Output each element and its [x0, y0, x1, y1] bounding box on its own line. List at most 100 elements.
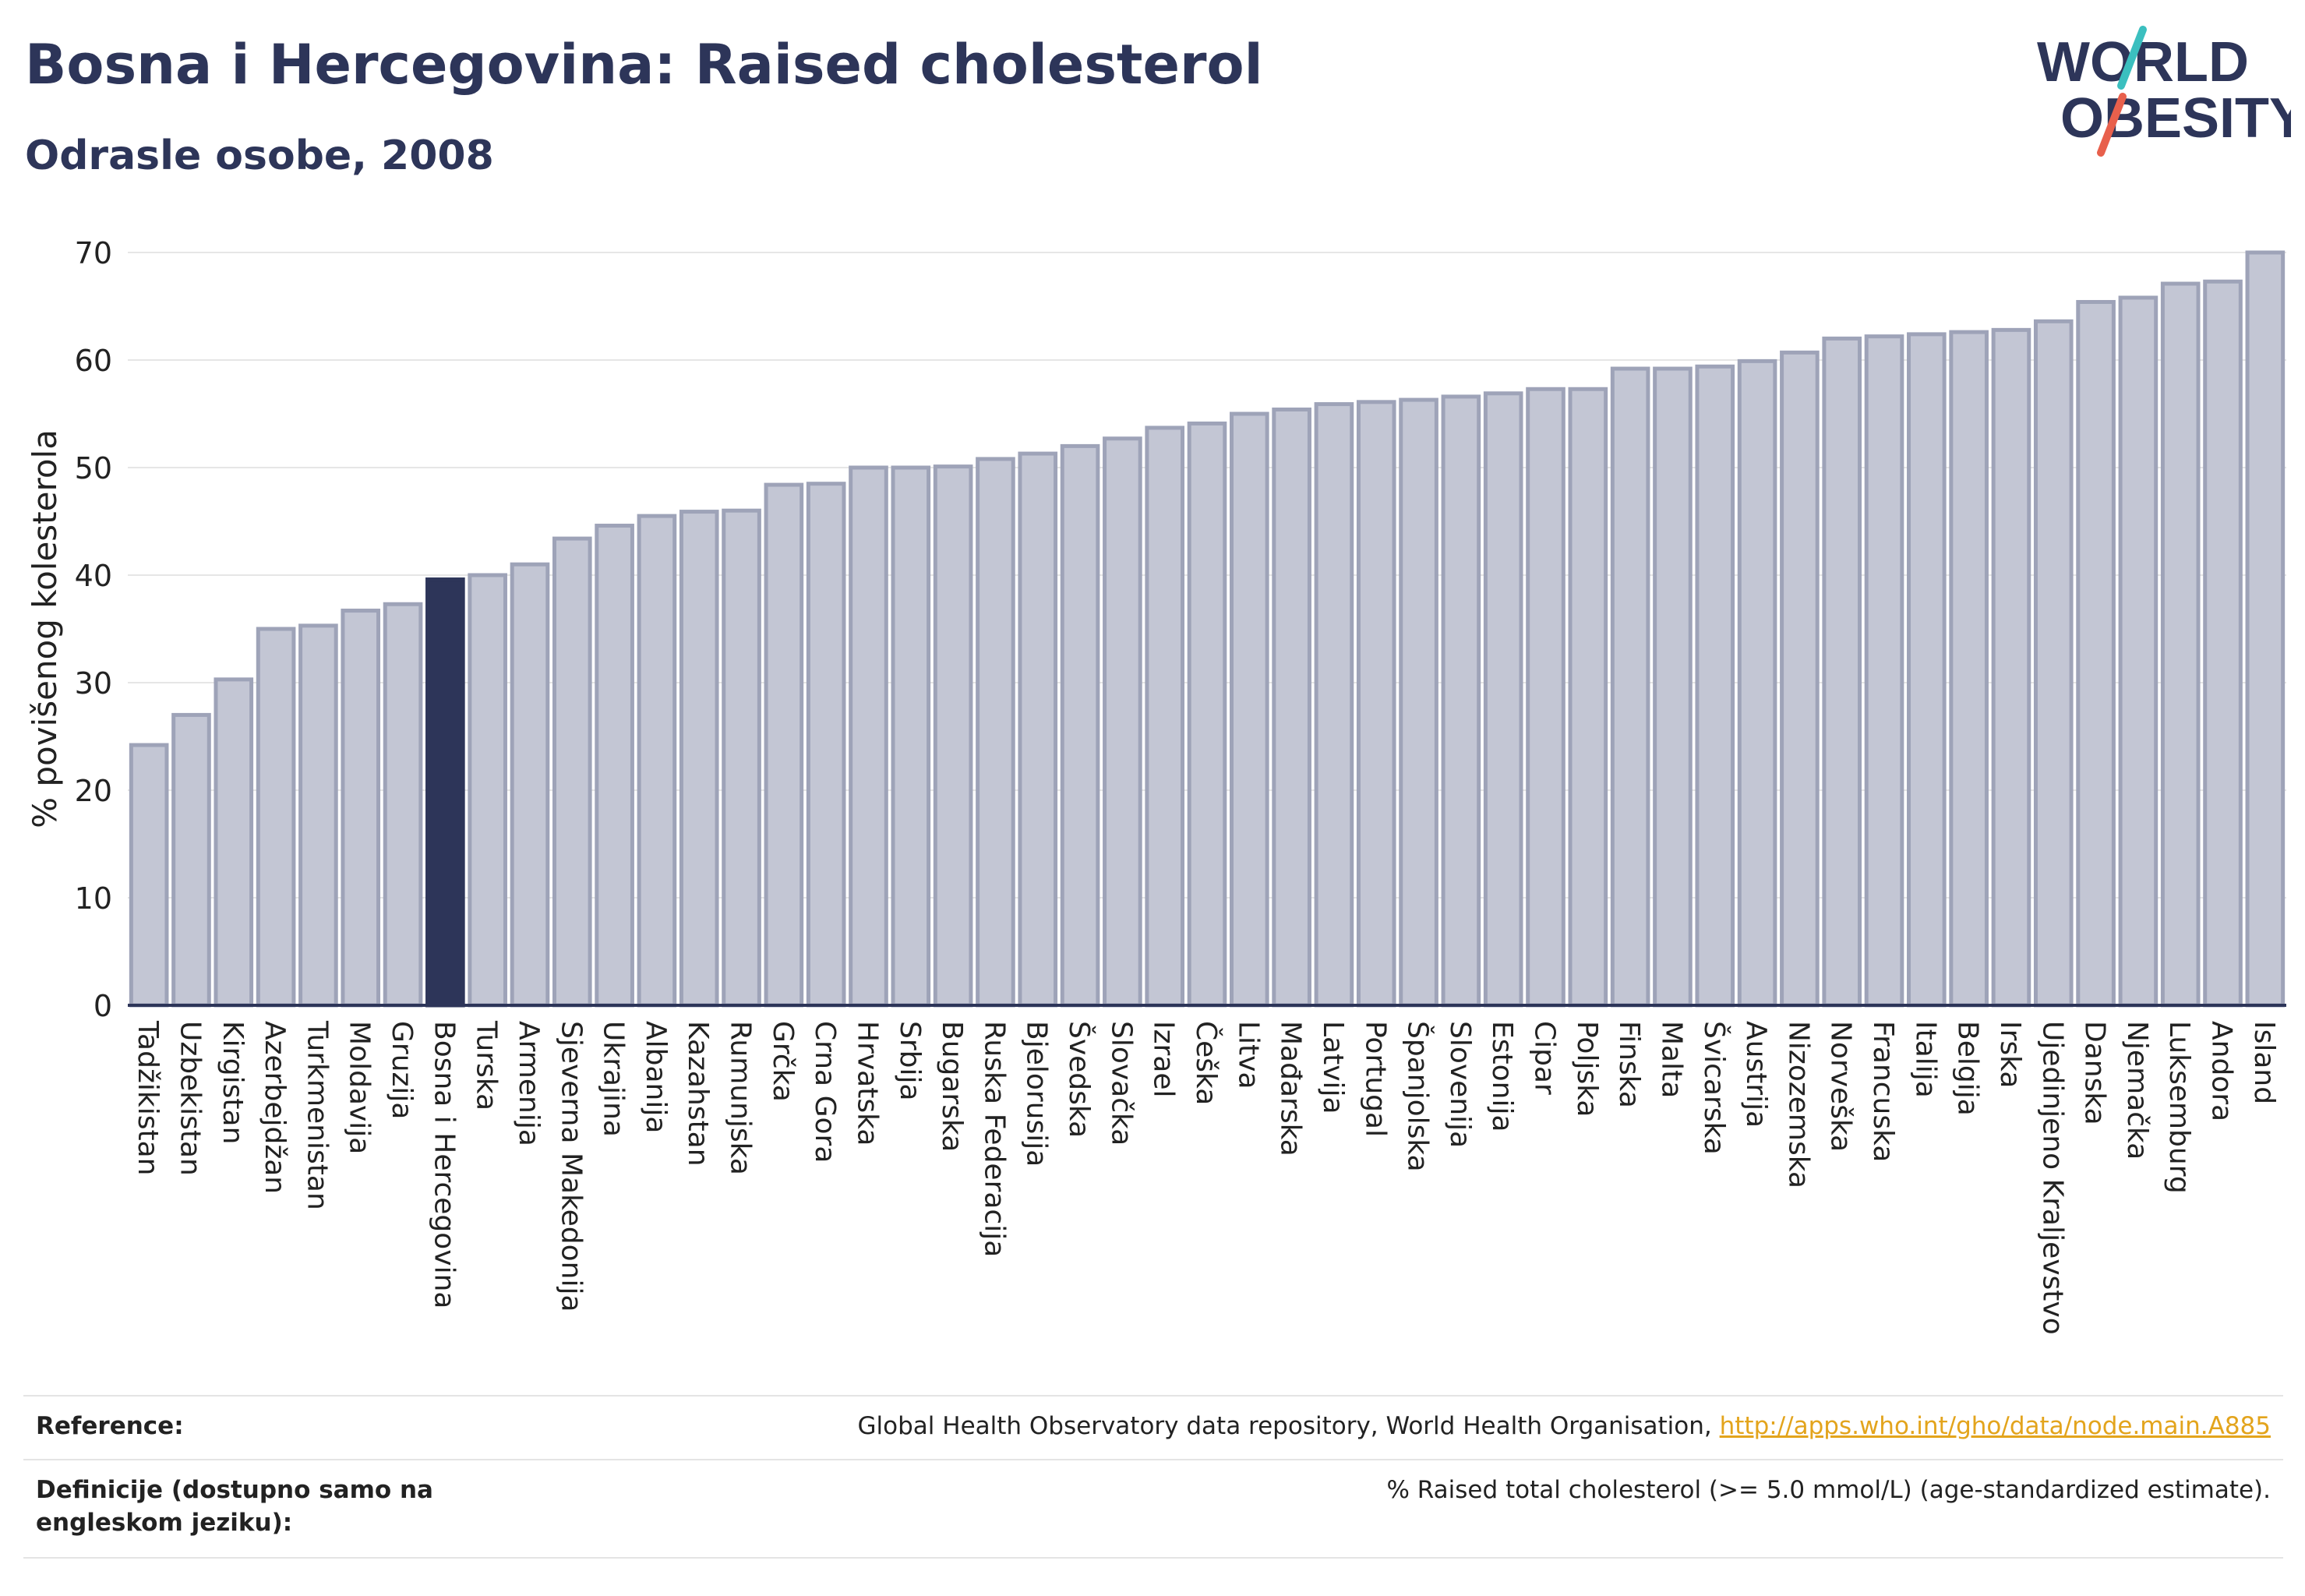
reference-text: Global Health Observatory data repositor…: [857, 1412, 1720, 1440]
x-tick-label: Azerbejdžan: [259, 1021, 291, 1194]
y-tick-label: 50: [75, 451, 112, 486]
x-tick-label: Luksemburg: [2163, 1021, 2195, 1194]
x-tick-label: Srbija: [894, 1021, 926, 1101]
bar: [1483, 391, 1523, 1008]
bar-chart: 0 10 20 30 40 50 60 70 % povišenog kolesterola Ta…: [26, 236, 2286, 1335]
bar: [1272, 407, 1311, 1008]
x-tick-label: Italija: [1909, 1021, 1941, 1098]
reference-value: Global Health Observatory data repositor…: [858, 1411, 2271, 1443]
y-tick-label: 10: [75, 881, 112, 916]
x-tick-label: Švicarska: [1698, 1021, 1731, 1155]
bar: [595, 524, 634, 1008]
x-tick-label: Belgija: [1952, 1021, 1984, 1116]
x-tick-label: Rumunjska: [725, 1021, 757, 1175]
x-tick-label: Turska: [471, 1020, 503, 1110]
x-tick-label: Ukrajina: [598, 1021, 630, 1137]
bar: [1526, 387, 1565, 1008]
x-tick-label: Malta: [1655, 1021, 1687, 1098]
bar: [2118, 295, 2159, 1008]
bar: [891, 465, 931, 1008]
x-tick-label: Danska: [2079, 1021, 2111, 1125]
x-tick-label: Litva: [1232, 1021, 1264, 1089]
bar: [933, 464, 973, 1008]
x-tick-label: Ruska Federacija: [978, 1021, 1010, 1257]
x-tick-label: Hrvatska: [851, 1021, 883, 1146]
bar: [637, 514, 677, 1008]
x-tick-label: Finska: [1613, 1021, 1645, 1108]
bar: [1230, 411, 1269, 1008]
bar: [1399, 397, 1438, 1008]
x-tick-label: Mađarska: [1275, 1021, 1307, 1156]
bar: [256, 627, 296, 1008]
x-tick-label: Moldavija: [344, 1021, 376, 1154]
x-tick-label: Grčka: [767, 1021, 799, 1102]
reference-link[interactable]: http://apps.who.int/gho/data/node.main.A…: [1719, 1412, 2271, 1440]
bar: [679, 510, 719, 1008]
bar: [214, 677, 254, 1008]
bar: [806, 482, 846, 1008]
x-tick-label: Crna Gora: [809, 1021, 841, 1163]
bar: [129, 743, 169, 1008]
bar: [383, 602, 423, 1008]
x-tick-label: Francuska: [1867, 1021, 1899, 1162]
bar: [1737, 358, 1777, 1008]
bar: [1187, 421, 1227, 1008]
x-tick-label: Island: [2248, 1021, 2280, 1104]
x-tick-label: Uzbekistan: [174, 1021, 206, 1176]
definition-row: Definicije (dostupno samo na engleskom j…: [23, 1459, 2283, 1559]
y-tick-label: 20: [75, 774, 112, 808]
x-tick-label: Sjeverna Makedonija: [555, 1021, 587, 1312]
bar: [2033, 319, 2074, 1008]
y-tick-label: 30: [75, 666, 112, 701]
bar: [1949, 330, 1989, 1008]
x-tick-label: Bosna i Hercegovina: [428, 1021, 460, 1308]
x-tick-label: Slovačka: [1105, 1021, 1137, 1146]
x-tick-label: Gruzija: [386, 1021, 418, 1119]
bar: [1991, 327, 2031, 1008]
page-title: Bosna i Hercegovina: Raised cholesterol: [25, 33, 1263, 97]
reference-row: Reference: Global Health Observatory dat…: [23, 1395, 2283, 1459]
bar: [976, 457, 1015, 1008]
footer: Reference: Global Health Observatory dat…: [23, 1395, 2283, 1559]
bar: [1610, 366, 1650, 1008]
bar: [1695, 364, 1735, 1008]
x-tick-label: Albanija: [640, 1021, 672, 1133]
x-tick-label: Latvija: [1317, 1021, 1349, 1114]
bar: [171, 712, 211, 1008]
y-tick-label: 0: [94, 989, 112, 1023]
bar: [764, 482, 804, 1008]
bar: [1864, 334, 1904, 1008]
bar: [468, 573, 507, 1008]
logo-line2: OBESITY: [2060, 87, 2291, 150]
x-tick-label: Ujedinjeno Kraljevstvo: [2036, 1021, 2068, 1335]
x-tick-label: Izrael: [1148, 1021, 1180, 1098]
bar: [1103, 436, 1142, 1008]
bar: [722, 508, 761, 1008]
x-tick-label: Nizozemska: [1782, 1021, 1814, 1188]
reference-label: Reference:: [36, 1412, 184, 1440]
bar: [341, 609, 381, 1008]
x-tick-label: Turkmenistan: [301, 1020, 333, 1210]
x-tick-label: Tadžikistan: [132, 1020, 164, 1175]
x-tick-label: Bugarska: [936, 1021, 968, 1152]
y-tick-label: 60: [75, 344, 112, 378]
bar: [1441, 394, 1481, 1008]
x-tick-label: Poljska: [1571, 1021, 1603, 1118]
bar: [2245, 250, 2286, 1008]
bar: [552, 536, 592, 1008]
x-tick-label: Češka: [1190, 1021, 1223, 1105]
x-tick-label: Španjolska: [1402, 1021, 1435, 1172]
x-tick-label: Kirgistan: [217, 1021, 249, 1144]
y-axis-label: % povišenog kolesterola: [26, 429, 64, 828]
bar: [1018, 451, 1058, 1008]
x-tick-label: Irska: [1994, 1021, 2026, 1088]
bar: [2203, 279, 2243, 1008]
page-subtitle: Odrasle osobe, 2008: [25, 132, 494, 179]
bar: [1780, 350, 1820, 1008]
bar: [2076, 299, 2116, 1008]
x-tick-label: Norveška: [1825, 1021, 1857, 1152]
logo-slash-teal: [2117, 26, 2147, 90]
bar: [1653, 366, 1693, 1008]
bar-highlight: [425, 577, 465, 1008]
bar: [1822, 336, 1862, 1008]
